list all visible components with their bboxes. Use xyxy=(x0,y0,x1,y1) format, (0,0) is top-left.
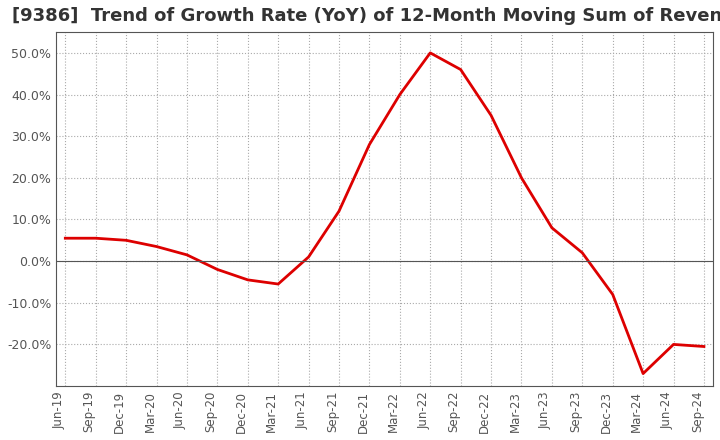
Title: [9386]  Trend of Growth Rate (YoY) of 12-Month Moving Sum of Revenues: [9386] Trend of Growth Rate (YoY) of 12-… xyxy=(12,7,720,25)
